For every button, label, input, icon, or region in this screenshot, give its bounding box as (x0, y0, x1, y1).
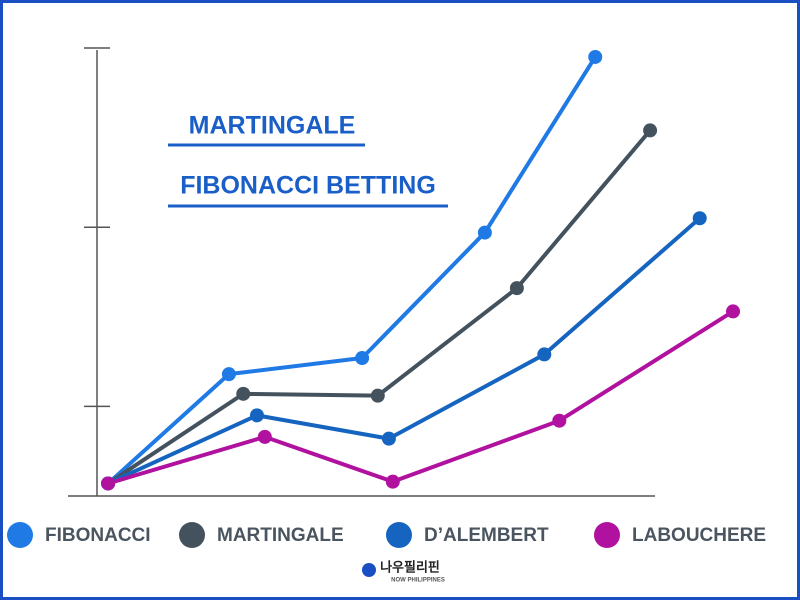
point (249, 408, 264, 423)
legend-label: MARTINGALE (217, 525, 344, 546)
point (643, 123, 658, 138)
legend-marker (7, 522, 33, 548)
point (726, 304, 741, 319)
point (236, 386, 251, 401)
legend-label: LABOUCHERE (632, 525, 766, 546)
point (385, 474, 400, 489)
point (552, 413, 567, 428)
legend-label: D’ALEMBERT (424, 525, 549, 546)
point (355, 351, 370, 366)
logo-title: 나우필리핀 (380, 559, 440, 574)
legend-marker (594, 522, 620, 548)
point (221, 367, 236, 382)
point (101, 476, 116, 491)
legend-marker (179, 522, 205, 548)
point (381, 431, 396, 446)
legend-label: FIBONACCI (45, 525, 151, 546)
point (537, 347, 552, 362)
point (692, 211, 707, 226)
logo-icon (362, 563, 376, 577)
logo-subtitle: NOW PHILIPPINES (391, 578, 445, 584)
point (370, 388, 385, 403)
annotation: FIBONACCI BETTING (180, 172, 436, 200)
point (477, 225, 492, 240)
point (588, 49, 603, 64)
annotation: MARTINGALE (189, 112, 356, 140)
point (509, 281, 524, 296)
legend-marker (386, 522, 412, 548)
point (257, 429, 272, 444)
